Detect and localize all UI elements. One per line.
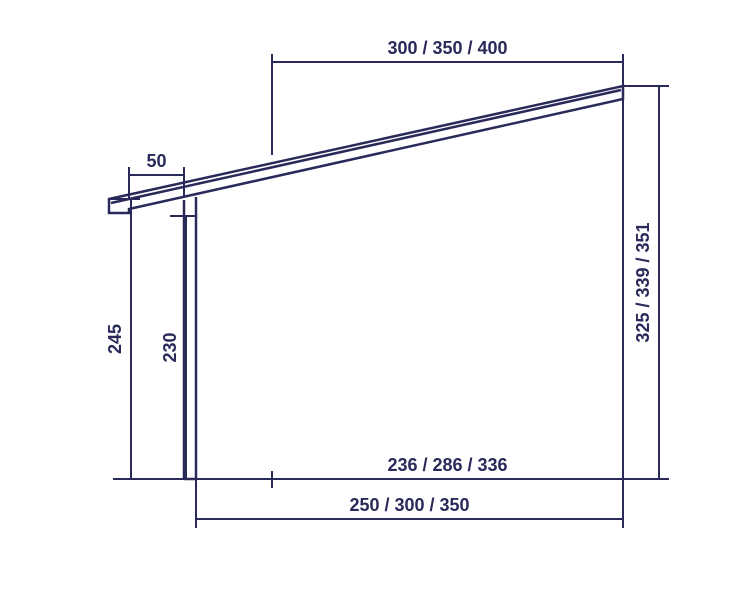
dim-right-label: 325 / 339 / 351 <box>633 222 653 342</box>
dim-top-label: 300 / 350 / 400 <box>387 38 507 58</box>
dim-left-outer-label: 245 <box>105 324 125 354</box>
dim-bottom-outer-label: 250 / 300 / 350 <box>349 495 469 515</box>
dim-bottom-inner-label: 236 / 286 / 336 <box>387 455 507 475</box>
dim-overhang-label: 50 <box>146 151 166 171</box>
roof-inner-line <box>111 90 621 203</box>
roof-beam <box>109 86 623 213</box>
dim-left-inner-label: 230 <box>160 332 180 362</box>
